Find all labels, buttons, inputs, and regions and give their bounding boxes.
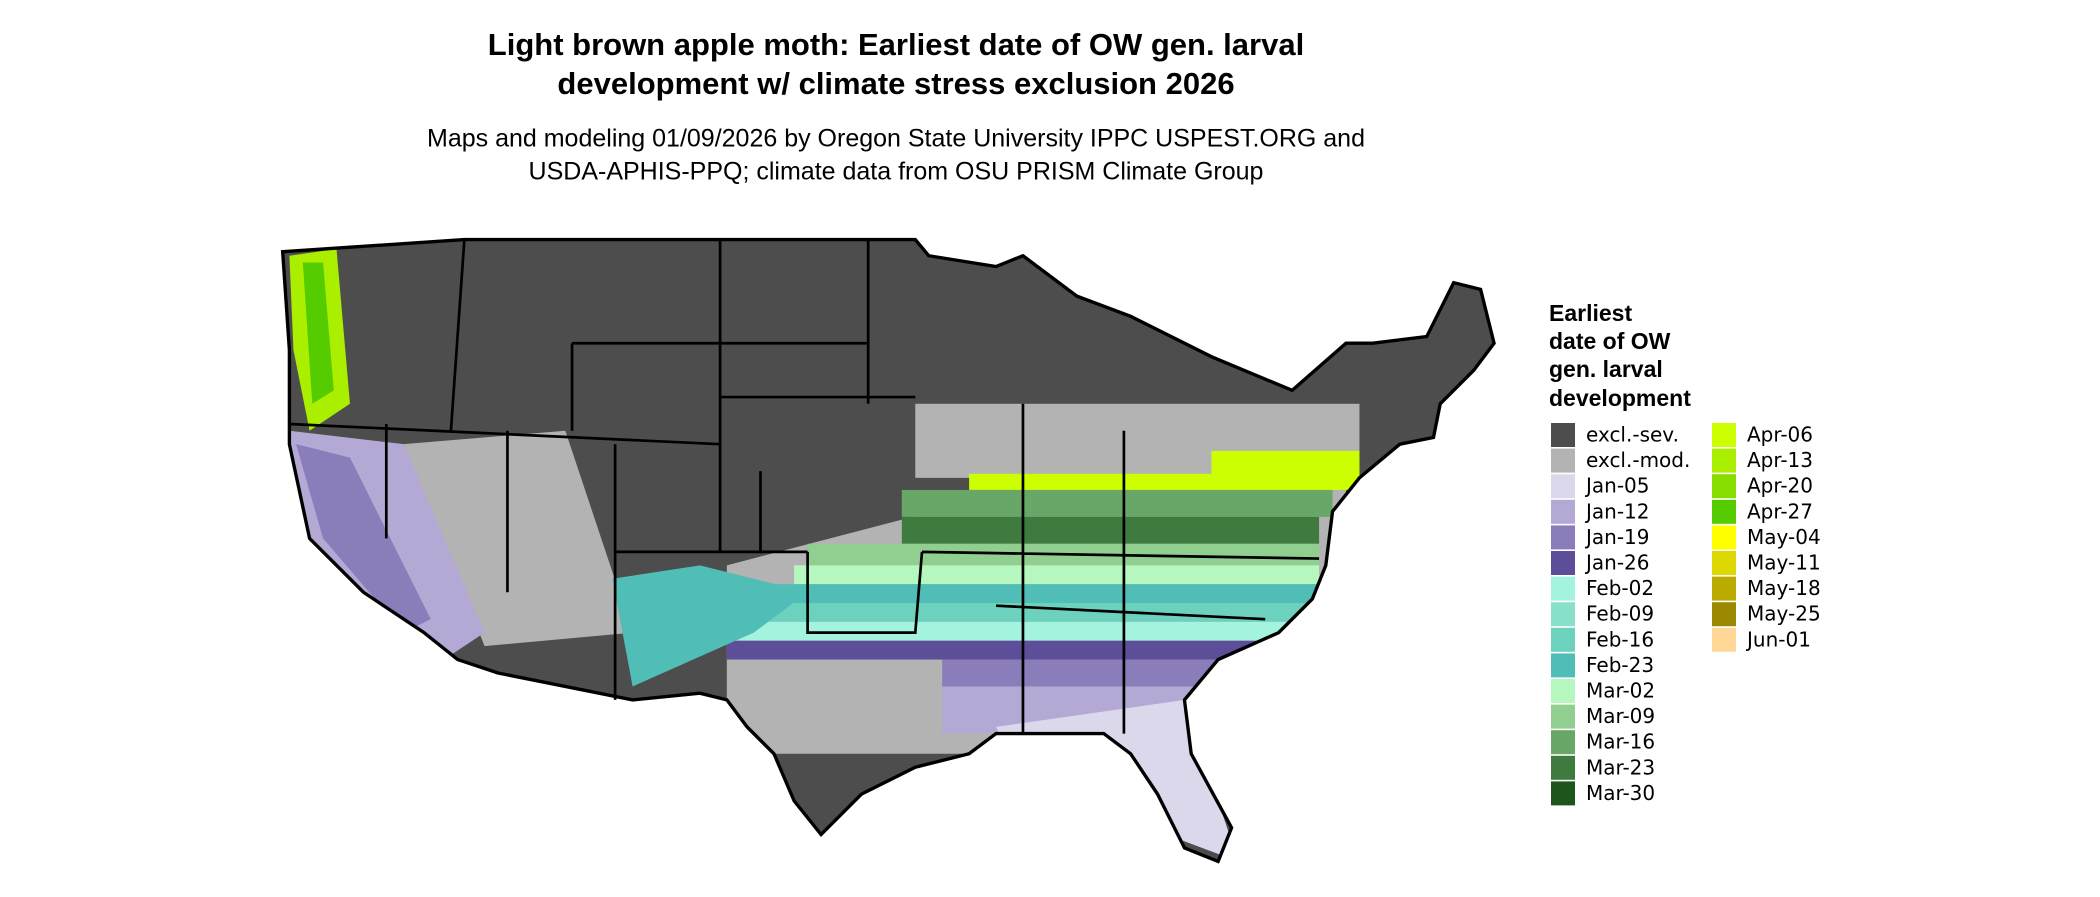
legend-label: Apr-13 (1747, 448, 1813, 472)
legend-swatch (1551, 602, 1575, 627)
title-line: development w/ climate stress exclusion … (557, 66, 1234, 101)
legend-swatch (1551, 551, 1575, 575)
legend-title-line: gen. larval (1549, 356, 1663, 382)
legend-label: Apr-27 (1747, 499, 1813, 523)
legend-label: Feb-23 (1586, 653, 1654, 677)
map (280, 237, 1496, 864)
legend-swatch (1551, 525, 1575, 550)
title-line: Light brown apple moth: Earliest date of… (488, 27, 1304, 62)
legend-label: May-04 (1747, 525, 1821, 549)
legend-swatch (1551, 448, 1575, 473)
legend-label: Mar-30 (1586, 781, 1655, 805)
map-region (996, 699, 1239, 862)
legend-label: Mar-02 (1586, 679, 1655, 703)
legend-swatch (1551, 704, 1575, 729)
legend-swatch (1712, 474, 1736, 499)
map-region (726, 621, 1293, 641)
map-region (794, 565, 1320, 585)
map-region (1211, 450, 1360, 481)
map-region (942, 659, 1239, 687)
legend-label: Jan-12 (1584, 499, 1650, 523)
map-region (901, 489, 1333, 517)
legend-swatch (1712, 627, 1736, 652)
legend-title-line: date of OW (1549, 328, 1671, 354)
legend-label: May-18 (1747, 576, 1821, 600)
legend-label: Mar-16 (1586, 730, 1655, 754)
legend-label: excl.-mod. (1586, 448, 1690, 472)
legend-label: Apr-06 (1747, 423, 1813, 447)
legend-swatch (1712, 551, 1736, 575)
map-region (901, 516, 1320, 544)
subtitle-line: USDA-APHIS-PPQ; climate data from OSU PR… (529, 158, 1264, 186)
map-region (753, 584, 1320, 604)
legend-swatch (1551, 755, 1575, 780)
legend-swatch (1551, 679, 1575, 703)
legend-label: Jan-19 (1584, 525, 1650, 549)
legend-swatch (1551, 730, 1575, 755)
legend-swatch (1712, 499, 1736, 524)
map-region (296, 444, 431, 633)
legend-swatch (1551, 499, 1575, 524)
legend-swatch (1551, 576, 1575, 601)
legend-label: Jan-26 (1584, 551, 1650, 575)
legend-label: May-25 (1747, 602, 1821, 626)
legend-swatch (1712, 525, 1736, 550)
map-region (403, 430, 633, 647)
legend-label: Apr-20 (1747, 474, 1813, 498)
legend-label: Feb-09 (1586, 602, 1654, 626)
legend-swatch (1712, 423, 1736, 447)
legend-swatch (1551, 474, 1575, 499)
legend-swatch (1712, 602, 1736, 627)
legend-swatch (1551, 781, 1575, 806)
legend-label: Mar-09 (1586, 704, 1655, 728)
legend-swatch (1551, 423, 1575, 447)
subtitle-line: Maps and modeling 01/09/2026 by Oregon S… (427, 125, 1365, 153)
map-region (302, 262, 334, 404)
legend-label: Jan-05 (1584, 474, 1650, 498)
legend-label: Feb-02 (1586, 576, 1654, 600)
legend-swatch (1712, 448, 1736, 473)
legend-label: Jun-01 (1745, 627, 1811, 651)
legend-swatch (1551, 653, 1575, 678)
legend-label: Mar-23 (1586, 755, 1655, 779)
legend-label: excl.-sev. (1586, 423, 1679, 447)
legend-title-line: Earliest (1549, 300, 1632, 326)
map-region (726, 640, 1266, 660)
legend-label: May-11 (1747, 551, 1821, 575)
legend-swatch (1551, 627, 1575, 652)
map-region (612, 565, 808, 687)
legend-label: Feb-16 (1586, 627, 1654, 651)
map-region (753, 603, 1306, 622)
legend-swatch (1712, 576, 1736, 601)
legend: excl.-sev.excl.-mod.Jan-05Jan-12Jan-19Ja… (1551, 423, 1821, 806)
legend-title-line: development (1549, 385, 1691, 411)
